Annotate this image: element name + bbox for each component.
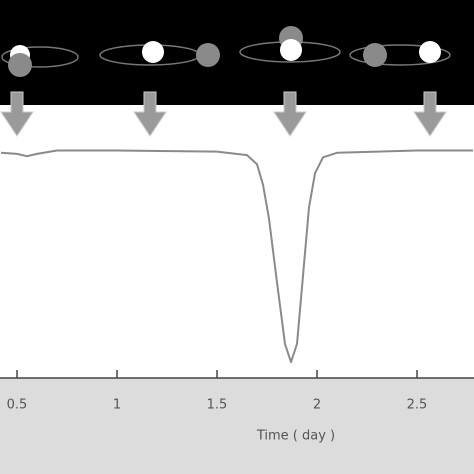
x-tick-label: 1 [113, 398, 121, 413]
arrow [273, 91, 307, 137]
star [419, 41, 441, 63]
arrow [133, 91, 167, 137]
orbit [1, 46, 79, 68]
x-tick-label: 0.5 [7, 398, 28, 413]
arrow [0, 91, 34, 137]
plot-area [0, 105, 474, 378]
star [196, 43, 220, 67]
orbit [349, 44, 451, 66]
x-axis-label: Time ( day ) [256, 429, 335, 444]
arrow [413, 91, 447, 137]
orbit-band [0, 0, 474, 105]
star [8, 53, 32, 77]
star [363, 43, 387, 67]
x-tick-label: 2.5 [407, 398, 428, 413]
stars [8, 26, 441, 77]
star [280, 39, 302, 61]
star [142, 41, 164, 63]
axis-area [0, 378, 474, 474]
x-tick-label: 2 [313, 398, 321, 413]
light-curve [0, 149, 473, 364]
arrows [0, 91, 447, 137]
x-tick-label: 1.5 [207, 398, 228, 413]
